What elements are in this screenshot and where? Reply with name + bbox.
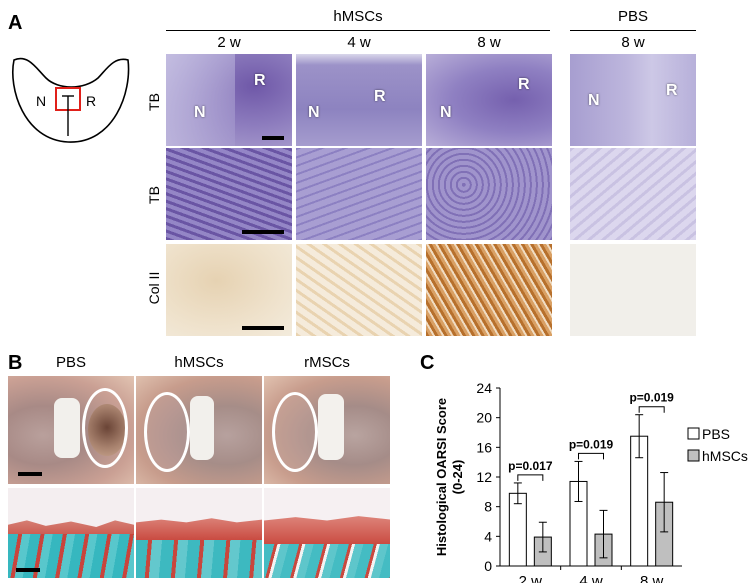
y-tick-label: 12 — [476, 469, 492, 485]
y-tick-label: 20 — [476, 410, 492, 426]
row-label-col2: Col II — [146, 271, 162, 305]
knee-diagram: N R — [12, 57, 130, 143]
joint-photo-hmscs — [136, 376, 262, 484]
significance-bracket — [517, 474, 544, 481]
col2-tile-pbs — [570, 244, 696, 336]
panel-a-letter: A — [8, 12, 23, 34]
p-value-label: p=0.019 — [569, 437, 614, 451]
diagram-r-label: R — [86, 93, 96, 109]
scale-bar — [262, 136, 284, 140]
legend-swatch-hmscs — [687, 449, 700, 462]
legend-swatch-pbs — [687, 427, 700, 440]
y-tick-label: 0 — [484, 558, 492, 574]
scale-bar — [242, 326, 284, 330]
tb-tile-2w-low: N R — [166, 54, 292, 146]
scale-bar — [18, 472, 42, 476]
panel-c-letter: C — [420, 352, 435, 374]
group-header-pbs: PBS — [617, 8, 648, 25]
legend-label-hmscs: hMSCs — [702, 448, 748, 464]
tb-tile-pbs-high — [570, 148, 696, 240]
bar-pbs-2w — [508, 492, 527, 567]
significance-bracket — [638, 406, 665, 413]
p-value-label: p=0.019 — [629, 391, 674, 405]
tb-tile-4w-high — [296, 148, 422, 240]
b-header-pbs: PBS — [55, 354, 86, 371]
time-header-4w: 4 w — [347, 34, 371, 51]
time-header-2w: 2 w — [217, 34, 241, 51]
y-tick-label: 4 — [484, 528, 492, 544]
time-header-8w: 8 w — [477, 34, 501, 51]
tb-tile-pbs-low: N R — [570, 54, 696, 146]
histology-pbs — [8, 488, 134, 578]
y-tick-label: 8 — [484, 499, 492, 515]
time-header-pbs-8w: 8 w — [621, 34, 645, 51]
oarsi-bar-chart: Histological OARSI Score(0-24) 0 4 8 12 16 20 2… — [434, 380, 748, 583]
col2-tile-8w — [426, 244, 552, 336]
col2-tile-2w — [166, 244, 292, 336]
b-header-rmscs: rMSCs — [304, 354, 350, 371]
histology-hmscs — [136, 488, 262, 578]
knee-outline — [12, 57, 130, 143]
col2-tile-4w — [296, 244, 422, 336]
group-header-hmscs: hMSCs — [333, 8, 383, 25]
histology-rmscs — [264, 488, 390, 578]
diagram-n-label: N — [36, 93, 46, 109]
panel-b-letter: B — [8, 352, 23, 374]
y-tick-label: 24 — [476, 380, 492, 396]
significance-bracket — [578, 452, 604, 460]
joint-photo-rmscs — [264, 376, 390, 484]
x-tick-label: 8 w — [640, 573, 664, 583]
row-label-tb-2: TB — [146, 186, 162, 204]
x-tick-label: 4 w — [579, 573, 603, 583]
tb-tile-8w-high — [426, 148, 552, 240]
tb-tile-4w-low: N R — [296, 54, 422, 146]
joint-photo-pbs — [8, 376, 134, 484]
tb-tile-8w-low: N R — [426, 54, 552, 146]
y-axis-label: Histological OARSI Score(0-24) — [434, 398, 465, 556]
scale-bar — [16, 568, 40, 572]
b-header-hmscs: hMSCs — [174, 354, 224, 371]
legend-label-pbs: PBS — [702, 426, 730, 442]
tb-tile-2w-high — [166, 148, 292, 240]
row-label-tb-1: TB — [146, 93, 162, 111]
x-tick-label: 2 w — [519, 573, 543, 583]
scale-bar — [242, 230, 284, 234]
p-value-label: p=0.017 — [508, 459, 553, 473]
y-tick-label: 16 — [476, 439, 492, 455]
